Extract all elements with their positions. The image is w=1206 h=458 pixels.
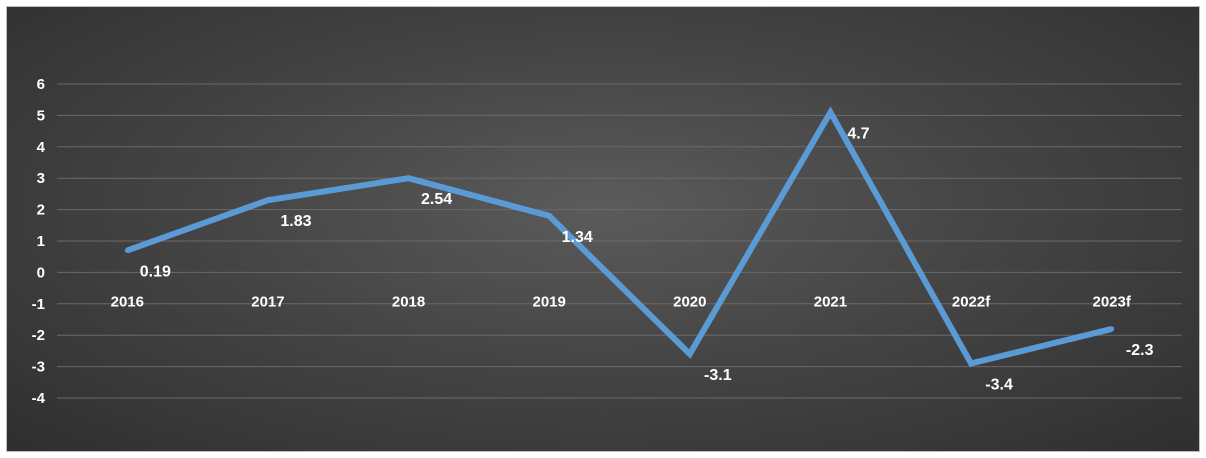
x-category-label: 2022f bbox=[952, 293, 991, 310]
y-tick-label: 1 bbox=[37, 233, 45, 250]
y-tick-label: -4 bbox=[32, 390, 46, 407]
data-point bbox=[265, 197, 271, 203]
line-chart: 6 5 4 3 2 1 0 -1 -2 -3 -4 2016 2017 2018 2019 2020 2021… bbox=[32, 76, 1182, 407]
y-tick-label: -1 bbox=[32, 296, 45, 313]
y-tick-label: 3 bbox=[37, 170, 45, 187]
data-label: 1.83 bbox=[280, 213, 311, 230]
data-label: 0.19 bbox=[140, 263, 171, 280]
y-tick-label: 5 bbox=[37, 107, 45, 124]
gridlines bbox=[57, 83, 1182, 399]
data-point bbox=[406, 175, 412, 181]
data-point bbox=[546, 213, 552, 219]
x-category-label: 2017 bbox=[251, 293, 284, 310]
y-tick-label: 6 bbox=[37, 76, 45, 93]
x-category-label: 2019 bbox=[533, 293, 566, 310]
series-line bbox=[124, 106, 1115, 367]
y-tick-label: 0 bbox=[37, 264, 45, 281]
data-point bbox=[124, 247, 130, 253]
x-category-label: 2016 bbox=[111, 293, 144, 310]
data-point bbox=[968, 360, 974, 366]
y-tick-label: 4 bbox=[37, 139, 46, 156]
series-line-path bbox=[126, 106, 1113, 367]
data-label: -2.3 bbox=[1126, 342, 1154, 359]
y-tick-label: 2 bbox=[37, 202, 45, 219]
x-category-label: 2021 bbox=[814, 293, 847, 310]
data-labels: 0.19 1.83 2.54 1.34 -3.1 4.7 -3.4 -2.3 bbox=[140, 125, 1154, 393]
y-tick-label: -2 bbox=[32, 327, 45, 344]
data-label: 1.34 bbox=[562, 229, 593, 246]
data-label: -3.1 bbox=[704, 367, 732, 384]
data-label: 2.54 bbox=[421, 191, 452, 208]
x-category-label: 2023f bbox=[1093, 293, 1132, 310]
data-point bbox=[827, 109, 833, 115]
y-axis-ticks: 6 5 4 3 2 1 0 -1 -2 -3 -4 bbox=[32, 76, 46, 407]
data-label: 4.7 bbox=[847, 125, 869, 142]
data-label: -3.4 bbox=[985, 376, 1013, 393]
chart-area: 6 5 4 3 2 1 0 -1 -2 -3 -4 2016 2017 2018 2019 2020 2021… bbox=[6, 6, 1200, 452]
data-point bbox=[1109, 326, 1115, 332]
y-tick-label: -3 bbox=[32, 359, 45, 376]
x-category-label: 2020 bbox=[673, 293, 706, 310]
x-category-label: 2018 bbox=[392, 293, 425, 310]
data-point bbox=[687, 351, 693, 357]
x-axis-categories: 2016 2017 2018 2019 2020 2021 2022f 2023f bbox=[111, 293, 1132, 310]
